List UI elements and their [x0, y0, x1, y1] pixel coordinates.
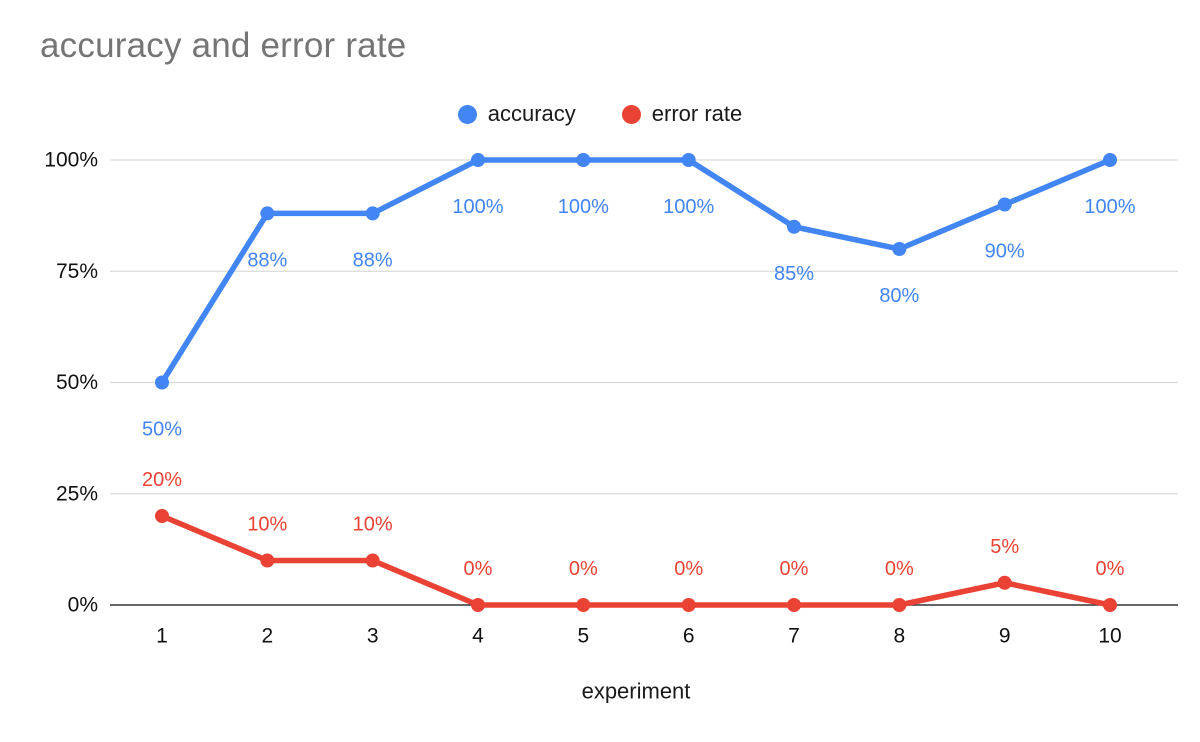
accuracy-point [892, 242, 907, 256]
error-rate-point [681, 598, 696, 612]
accuracy-point [576, 153, 591, 167]
accuracy-line [159, 157, 1113, 386]
accuracy-point [681, 153, 696, 167]
legend: accuracy error rate [0, 101, 1200, 127]
accuracy-point [365, 206, 380, 221]
accuracy-data-label: 88% [247, 249, 287, 271]
accuracy-point [787, 219, 801, 234]
error-rate-data-label: 0% [569, 558, 598, 580]
accuracy-point [471, 153, 485, 167]
error-rate-point [260, 553, 275, 568]
error-rate-point [787, 598, 801, 612]
accuracy-data-label: 100% [558, 196, 609, 218]
error-rate-point [892, 598, 907, 612]
legend-item-accuracy: accuracy [457, 101, 576, 127]
x-tick-label: 7 [788, 625, 800, 648]
error-rate-point [155, 509, 169, 523]
x-axis-title: experiment [582, 679, 691, 704]
error-rate-point [1103, 598, 1117, 612]
error-rate-line [159, 513, 1113, 608]
legend-label-error-rate: error rate [651, 101, 743, 126]
y-tick-label: 75% [56, 260, 98, 283]
x-tick-label: 1 [156, 625, 168, 648]
accuracy-data-label: 90% [985, 241, 1025, 263]
error-rate-data-label: 0% [1096, 558, 1125, 580]
accuracy-point [155, 375, 169, 390]
legend-label-accuracy: accuracy [487, 101, 576, 126]
accuracy-data-label: 85% [774, 263, 814, 285]
error-rate-legend-dot-icon [621, 104, 641, 124]
error-rate-data-label: 0% [464, 558, 493, 580]
error-rate-data-label: 0% [780, 558, 809, 580]
accuracy-point [997, 197, 1012, 212]
x-tick-label: 4 [472, 625, 484, 648]
legend-item-error-rate: error rate [621, 101, 743, 127]
x-tick-label: 3 [367, 625, 379, 648]
accuracy-point [260, 206, 275, 221]
error-rate-data-label: 10% [353, 514, 393, 536]
accuracy-point [1103, 153, 1117, 167]
chart-title: accuracy and error rate [40, 26, 407, 65]
y-tick-label: 50% [56, 371, 98, 394]
x-tick-label: 9 [999, 625, 1011, 648]
accuracy-data-label: 50% [142, 419, 182, 441]
error-rate-data-label: 0% [885, 558, 914, 580]
accuracy-data-label: 100% [663, 196, 714, 218]
y-tick-label: 25% [56, 482, 98, 505]
x-tick-label: 10 [1098, 625, 1121, 648]
accuracy-data-label: 80% [879, 285, 919, 307]
accuracy-data-label: 100% [452, 196, 503, 218]
error-rate-point [576, 598, 591, 612]
accuracy-data-label: 88% [353, 249, 393, 271]
x-tick-label: 8 [893, 625, 905, 648]
accuracy-legend-dot-icon [457, 104, 477, 124]
error-rate-data-label: 5% [990, 536, 1019, 558]
error-rate-data-label: 10% [247, 514, 287, 536]
x-tick-label: 5 [577, 625, 589, 648]
error-rate-data-label: 0% [674, 558, 703, 580]
x-tick-label: 6 [683, 625, 695, 648]
y-tick-label: 100% [44, 149, 98, 172]
error-rate-point [997, 575, 1012, 590]
y-tick-label: 0% [68, 594, 98, 617]
error-rate-point [365, 553, 380, 568]
error-rate-point [471, 598, 485, 612]
x-tick-label: 2 [261, 625, 273, 648]
accuracy-data-label: 100% [1084, 196, 1135, 218]
error-rate-data-label: 20% [142, 469, 182, 491]
